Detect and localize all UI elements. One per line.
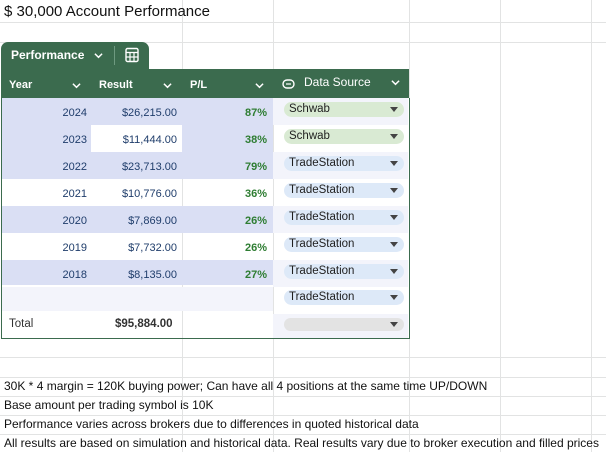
result-cell: $7,869.00 <box>128 215 177 227</box>
table-row[interactable]: 2023 $11,444.00 38% Schwab <box>2 125 408 152</box>
year-cell: 2019 <box>62 242 87 254</box>
table-row[interactable]: 2020 $7,869.00 26% TradeStation <box>2 206 408 233</box>
total-value: $95,884.00 <box>115 318 173 330</box>
caret-down-icon[interactable] <box>390 322 398 327</box>
note-base-amount[interactable]: Base amount per trading symbol is 10K <box>4 398 214 412</box>
tab-separator <box>114 46 115 65</box>
data-source-label: TradeStation <box>289 184 355 196</box>
caret-down-icon[interactable] <box>390 215 398 220</box>
pl-cell: 38% <box>244 134 267 146</box>
pl-cell: 79% <box>244 161 267 173</box>
data-source-label: Schwab <box>289 130 330 142</box>
caret-down-icon[interactable] <box>390 269 398 274</box>
caret-down-icon[interactable] <box>390 134 398 139</box>
note-margin[interactable]: 30K * 4 margin = 120K buying power; Can … <box>4 379 488 393</box>
year-cell: 2024 <box>62 107 87 119</box>
data-source-label: TradeStation <box>289 291 355 303</box>
data-source-chip[interactable]: TradeStation <box>284 290 404 305</box>
year-cell: 2023 <box>62 134 87 146</box>
data-source-chip[interactable]: TradeStation <box>284 264 404 279</box>
chevron-down-icon[interactable] <box>94 51 103 60</box>
table-row[interactable]: 2021 $10,776.00 36% TradeStation <box>2 179 408 206</box>
table-name-tab[interactable]: Performance <box>1 42 149 69</box>
data-source-label: Schwab <box>289 103 330 115</box>
chevron-down-icon[interactable] <box>255 81 264 90</box>
pl-cell: 27% <box>244 269 267 281</box>
data-source-label: TradeStation <box>289 265 355 277</box>
table-row[interactable]: 2022 $23,713.00 79% TradeStation <box>2 152 408 179</box>
chevron-down-icon[interactable] <box>391 78 400 87</box>
total-row[interactable] <box>2 314 408 341</box>
result-cell: $23,713.00 <box>121 161 177 173</box>
table-row[interactable]: 2019 $7,732.00 26% TradeStation <box>2 233 408 260</box>
caret-down-icon[interactable] <box>390 107 398 112</box>
year-cell: 2021 <box>62 188 87 200</box>
data-source-chip[interactable]: Schwab <box>284 129 404 144</box>
header-pl[interactable]: P/L <box>190 79 208 91</box>
data-source-chip-empty[interactable] <box>284 318 404 331</box>
table-row[interactable]: 2018 $8,135.00 27% TradeStation <box>2 260 408 287</box>
table-header: Year Result P/L Data Source <box>1 69 409 98</box>
table-row[interactable]: 2024 $26,215.00 87% Schwab <box>2 98 408 125</box>
pl-cell: 87% <box>244 107 267 119</box>
note-disclaimer[interactable]: All results are based on simulation and … <box>4 436 599 450</box>
calculator-icon[interactable] <box>124 47 140 63</box>
caret-down-icon[interactable] <box>390 242 398 247</box>
result-cell: $8,135.00 <box>128 269 177 281</box>
data-source-chip[interactable]: TradeStation <box>284 210 404 225</box>
caret-down-icon[interactable] <box>390 188 398 193</box>
result-cell: $26,215.00 <box>121 107 177 119</box>
data-source-chip[interactable]: TradeStation <box>284 237 404 252</box>
header-year[interactable]: Year <box>9 79 33 91</box>
pl-cell: 26% <box>244 242 267 254</box>
table-name: Performance <box>11 48 85 62</box>
year-cell: 2018 <box>62 269 87 281</box>
caret-down-icon[interactable] <box>390 161 398 166</box>
chevron-down-icon[interactable] <box>72 81 81 90</box>
data-source-chip[interactable]: TradeStation <box>284 156 404 171</box>
result-cell: $7,732.00 <box>128 242 177 254</box>
sheet-title[interactable]: $ 30,000 Account Performance <box>4 3 210 20</box>
year-cell: 2020 <box>62 215 87 227</box>
data-source-chip[interactable]: TradeStation <box>284 183 404 198</box>
caret-down-icon[interactable] <box>390 295 398 300</box>
result-cell: $10,776.00 <box>121 188 177 200</box>
data-source-label: TradeStation <box>289 238 355 250</box>
total-label: Total <box>9 318 34 330</box>
header-result[interactable]: Result <box>99 79 133 91</box>
dropdown-chip-icon <box>282 79 295 89</box>
data-source-label: TradeStation <box>289 157 355 169</box>
data-source-chip[interactable]: Schwab <box>284 102 404 117</box>
table-row[interactable]: TradeStation <box>2 287 408 314</box>
chevron-down-icon[interactable] <box>163 81 172 90</box>
result-cell: $11,444.00 <box>122 134 177 146</box>
data-source-label: TradeStation <box>289 211 355 223</box>
pl-cell: 26% <box>244 215 267 227</box>
note-brokers[interactable]: Performance varies across brokers due to… <box>4 417 419 431</box>
header-data-source[interactable]: Data Source <box>304 75 371 89</box>
pl-cell: 36% <box>244 188 267 200</box>
year-cell: 2022 <box>62 161 87 173</box>
